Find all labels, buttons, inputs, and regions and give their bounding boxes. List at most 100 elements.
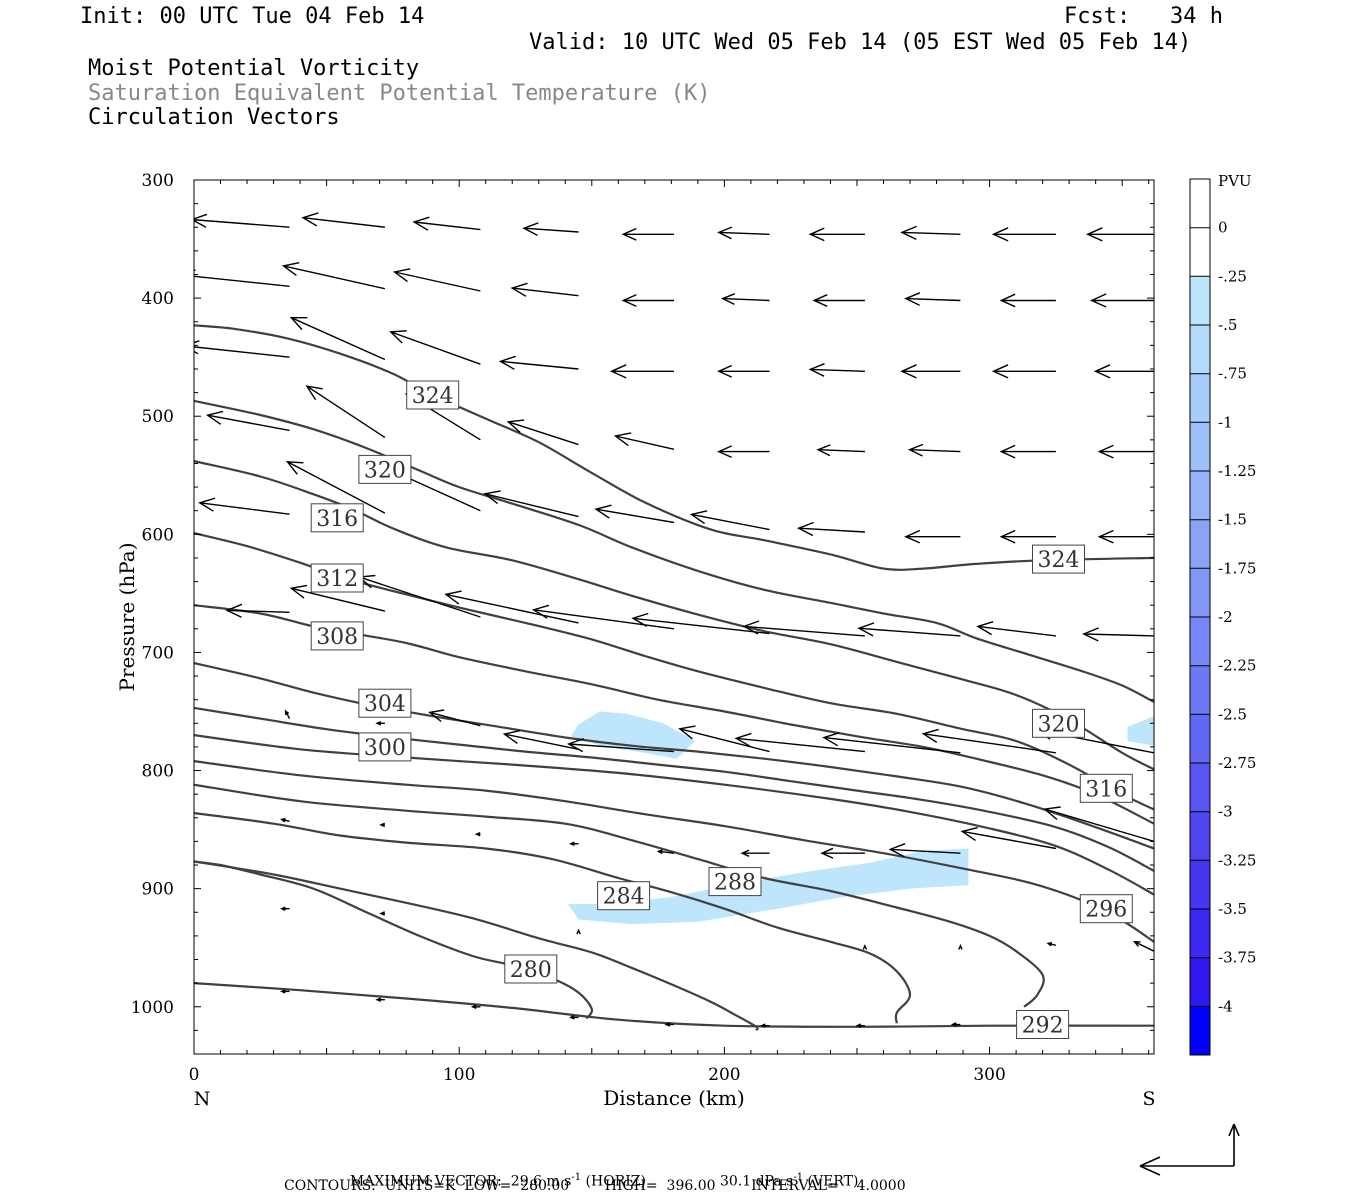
theta-es-contour-286 [194, 860, 759, 1032]
theta-es-contour-294 [194, 783, 1045, 1008]
circulation-vector [720, 293, 770, 306]
colorbar-swatch [1190, 276, 1210, 326]
circulation-vector [1082, 627, 1154, 642]
contour-label: 316 [1079, 773, 1133, 803]
circulation-vector [907, 443, 961, 457]
x-tick-label: 0 [189, 1065, 200, 1085]
circulation-vector [379, 822, 385, 828]
circulation-vector [631, 612, 770, 635]
max-vector-horiz-tag: (HORIZ) [585, 1173, 646, 1190]
circulation-vector [621, 227, 674, 241]
colorbar-swatch [1190, 568, 1210, 618]
circulation-vector [999, 529, 1056, 544]
colorbar-label: -3.5 [1218, 900, 1247, 918]
colorbar-label: -2 [1218, 608, 1233, 626]
reference-vector-horizontal [1139, 1156, 1234, 1176]
contour-label-text: 288 [714, 871, 756, 896]
circulation-vector [205, 410, 290, 432]
circulation-vector [717, 445, 770, 459]
colorbar-swatch [1190, 179, 1210, 229]
circulation-vector [855, 1023, 865, 1028]
colorbar-swatch [1190, 471, 1210, 521]
colorbar-label: -1 [1218, 413, 1233, 431]
circulation-vector [357, 574, 481, 618]
circulation-vector [498, 355, 579, 370]
circulation-vector [958, 944, 963, 950]
circulation-vector [1089, 293, 1154, 308]
colorbar-swatch [1190, 714, 1210, 764]
y-tick-label: 600 [142, 525, 174, 545]
x-tick-label: 200 [708, 1065, 740, 1085]
theta-es-contour-300 [194, 706, 1154, 872]
theta-es-contour-304 [194, 662, 1154, 850]
x-tick-label: 100 [443, 1065, 475, 1085]
circulation-vector [900, 225, 961, 241]
circulation-vector [566, 737, 675, 753]
circulation-vector [888, 843, 961, 858]
circulation-vector [822, 732, 961, 754]
contour-label: 288 [708, 867, 762, 897]
circulation-vector [921, 728, 1056, 754]
circulation-vector [862, 944, 868, 950]
circulation-vector [760, 1023, 770, 1028]
colorbar-swatch [1190, 909, 1210, 959]
circulation-vector [225, 603, 290, 618]
contour-label: 296 [1079, 894, 1133, 924]
max-vector-label: MAXIMUM VECTOR: [349, 1173, 502, 1190]
y-tick-label: 900 [142, 880, 174, 900]
contour-label: 280 [504, 954, 558, 984]
circulation-vector [483, 490, 579, 518]
circulation-vector [194, 269, 290, 287]
contour-label-text: 284 [603, 885, 645, 910]
colorbar-label: -.5 [1218, 316, 1237, 334]
circulation-vector [280, 818, 290, 823]
mpv-shade-1 [567, 848, 969, 925]
circulation-vector [717, 226, 770, 240]
max-vector-horiz: 29.6 m s [510, 1173, 572, 1190]
circulation-vector [594, 504, 675, 524]
y-axis-label: Pressure (hPa) [115, 543, 139, 692]
circulation-vector [960, 826, 1057, 850]
contour-label-text: 316 [316, 507, 358, 532]
colorbar-label: -3.25 [1218, 851, 1256, 869]
colorbar-label: -.25 [1218, 267, 1247, 285]
reference-vector-vertical [1228, 1123, 1240, 1166]
circulation-vector [502, 729, 579, 750]
circulation-vector [568, 841, 579, 847]
colorbar-label: -2.5 [1218, 705, 1247, 723]
circulation-vector [740, 849, 770, 857]
contour-label: 284 [597, 881, 651, 911]
x-axis-label: Distance (km) [603, 1086, 745, 1110]
contour-label-text: 320 [1038, 712, 1080, 737]
circulation-vector [820, 847, 865, 859]
colorbar-label: -3 [1218, 803, 1233, 821]
circulation-vector [1132, 940, 1154, 952]
max-vector-horiz-exp: -1 [571, 1172, 582, 1183]
circulation-vector [522, 222, 579, 237]
circulation-vector [412, 216, 481, 231]
contour-label-text: 308 [316, 625, 358, 650]
colorbar-swatch [1190, 957, 1210, 1007]
circulation-vector [904, 529, 961, 544]
circulation-vector [194, 213, 290, 228]
colorbar-label: -4 [1218, 997, 1233, 1015]
circulation-vector [796, 521, 865, 537]
circulation-vector [198, 497, 290, 515]
circulation-vector [734, 732, 865, 753]
circulation-vector [1093, 364, 1154, 379]
circulation-vector [1085, 227, 1154, 242]
colorbar-label: -1.25 [1218, 462, 1256, 480]
circulation-vector [808, 227, 865, 242]
circulation-vector [375, 997, 385, 1002]
contour-label-text: 324 [1038, 548, 1080, 573]
colorbar-swatch [1190, 860, 1210, 910]
circulation-vector [689, 510, 770, 531]
colorbar-swatch [1190, 617, 1210, 667]
circulation-vector [999, 293, 1056, 308]
theta-es-contour-282 [194, 860, 594, 1020]
contour-label-text: 280 [510, 958, 552, 983]
contour-label: 312 [310, 563, 364, 593]
contour-label: 320 [358, 454, 412, 484]
circulation-vector [621, 294, 674, 307]
contour-label: 304 [358, 688, 412, 718]
